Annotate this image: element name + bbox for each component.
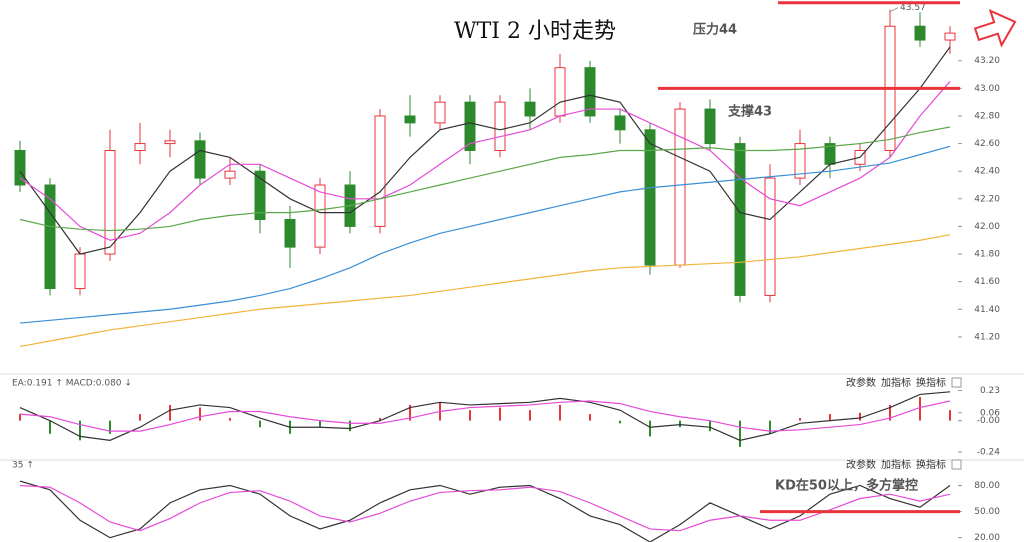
candle-body — [74, 253, 86, 290]
candle-body — [704, 108, 716, 145]
candle-body — [254, 170, 266, 221]
level-label: 压力44 — [693, 22, 737, 38]
y-tick-label: 41.20 — [974, 332, 1000, 342]
y-tick-label: 42.00 — [974, 222, 1000, 232]
y-tick-label: 41.40 — [974, 305, 1000, 315]
candle-body — [224, 170, 236, 179]
candle-body — [614, 115, 626, 131]
level-label: KD在50以上，多方掌控 — [775, 478, 918, 494]
panel-button[interactable]: 改参数 — [846, 376, 876, 389]
indicator-line — [19, 234, 951, 348]
candle-body — [794, 143, 806, 179]
y-tick-label: 43.20 — [974, 56, 1000, 66]
candle-body — [764, 177, 776, 296]
candle-body — [554, 67, 566, 117]
candle-body — [464, 101, 476, 151]
y-tick-label: -0.00 — [977, 416, 1001, 426]
candle-body — [194, 140, 206, 179]
candle-body — [434, 101, 446, 124]
candle-body — [494, 101, 506, 151]
candle-body — [44, 184, 56, 290]
candle-body — [134, 143, 146, 151]
indicator-line — [19, 46, 951, 255]
panel-header: 35 ↑ — [12, 461, 34, 471]
candle-body — [104, 149, 116, 255]
candle-body — [734, 143, 746, 296]
candle-body — [674, 108, 686, 266]
indicator-line — [19, 391, 951, 441]
y-tick-label: 20.00 — [974, 533, 1000, 542]
y-tick-label: 42.80 — [974, 111, 1000, 121]
y-tick-label: 42.20 — [974, 194, 1000, 204]
candle-body — [374, 115, 386, 227]
panel-button[interactable]: 加指标 — [881, 458, 911, 471]
candle-body — [284, 219, 296, 248]
high-pointer — [889, 7, 899, 13]
close-button[interactable] — [951, 377, 962, 388]
y-tick-label: 50.00 — [974, 507, 1000, 517]
y-tick-label: 43.00 — [974, 84, 1000, 94]
candle-body — [914, 25, 926, 41]
candle-body — [644, 129, 656, 266]
indicator-line — [19, 145, 951, 324]
level-label: 支撑43 — [727, 104, 772, 120]
candle-body — [524, 101, 536, 117]
panel-header: EA:0.191 ↑ MACD:0.080 ↓ — [12, 379, 132, 389]
high-label: 43.57 — [900, 3, 926, 13]
y-tick-label: 0.23 — [980, 386, 1000, 396]
candle-body — [944, 32, 956, 41]
indicator-line — [19, 81, 951, 241]
y-tick-label: 42.40 — [974, 167, 1000, 177]
candle-body — [14, 149, 26, 186]
candle-body — [404, 115, 416, 124]
y-tick-label: 80.00 — [974, 481, 1000, 491]
panel-button[interactable]: 改参数 — [846, 458, 876, 471]
indicator-line — [19, 400, 951, 432]
y-tick-label: 0.06 — [980, 408, 1000, 418]
indicator-line — [19, 484, 951, 532]
indicator-line — [19, 126, 951, 232]
close-button[interactable] — [951, 459, 962, 470]
arrow-icon — [973, 9, 1017, 48]
chart-title: WTI 2 小时走势 — [454, 19, 616, 44]
candle-body — [164, 140, 176, 145]
candle-body — [314, 184, 326, 248]
y-tick-label: 41.60 — [974, 277, 1000, 287]
panel-button[interactable]: 加指标 — [881, 376, 911, 389]
y-tick-label: 41.80 — [974, 250, 1000, 260]
panel-button[interactable]: 换指标 — [916, 376, 946, 389]
y-tick-label: -0.24 — [977, 448, 1001, 458]
y-tick-label: 42.60 — [974, 139, 1000, 149]
candle-body — [584, 67, 596, 117]
panel-button[interactable]: 换指标 — [916, 458, 946, 471]
